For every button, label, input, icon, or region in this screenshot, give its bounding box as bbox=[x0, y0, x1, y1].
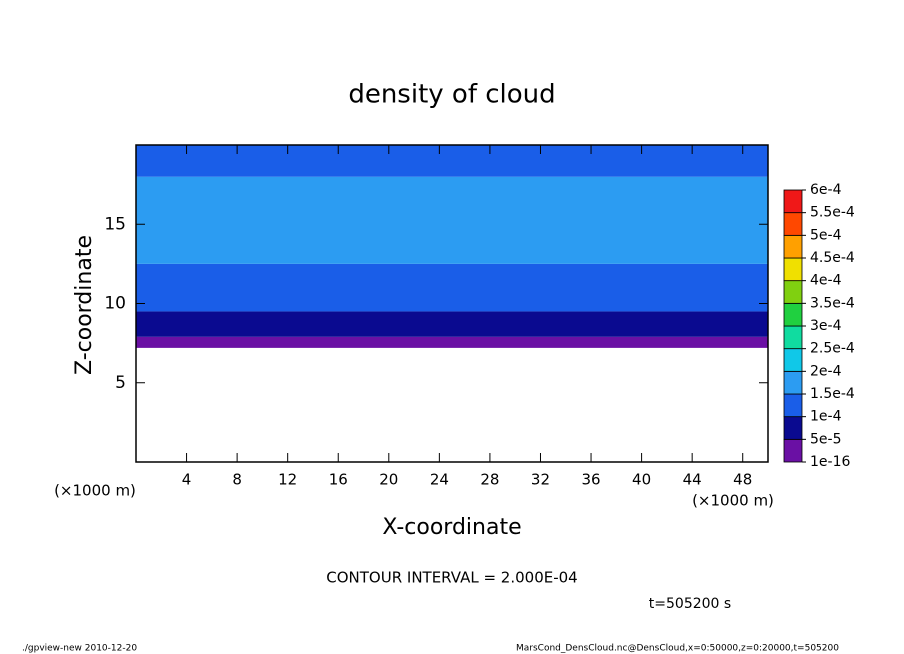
y-tick-label: 5 bbox=[115, 373, 126, 393]
colorbar-label: 4e-4 bbox=[810, 273, 842, 289]
colorbar-swatch bbox=[783, 257, 803, 282]
colorbar-swatch bbox=[783, 416, 803, 440]
x-tick-label: 32 bbox=[531, 471, 550, 489]
footer-left: ./gpview-new 2010-12-20 bbox=[22, 644, 137, 654]
x-tick-label: 28 bbox=[480, 471, 499, 489]
contour-band bbox=[136, 336, 768, 348]
x-tick-label: 8 bbox=[232, 471, 242, 489]
contour-band bbox=[136, 176, 768, 264]
colorbar-label: 6e-4 bbox=[810, 182, 842, 198]
x-tick-label: 4 bbox=[182, 471, 192, 489]
colorbar-label: 2e-4 bbox=[810, 363, 842, 379]
colorbar-swatch bbox=[783, 189, 803, 214]
contour-band bbox=[136, 311, 768, 337]
colorbar-swatch bbox=[783, 212, 803, 236]
contour-band bbox=[136, 145, 768, 177]
x-tick-label: 16 bbox=[329, 471, 348, 489]
footer-right: MarsCond_DensCloud.nc@DensCloud,x=0:5000… bbox=[516, 644, 839, 654]
x-tick-label: 20 bbox=[379, 471, 398, 489]
colorbar-label: 2.5e-4 bbox=[810, 341, 855, 357]
colorbar-label: 1.5e-4 bbox=[810, 386, 855, 402]
y-axis-unit: (×1000 m) bbox=[54, 482, 136, 500]
x-tick-label: 12 bbox=[278, 471, 297, 489]
x-tick-label: 40 bbox=[632, 471, 651, 489]
colorbar-swatch bbox=[783, 370, 803, 395]
x-axis-label: X-coordinate bbox=[382, 515, 521, 540]
colorbar-swatch bbox=[783, 234, 803, 259]
colorbar-swatch bbox=[783, 348, 803, 372]
y-tick-label: 10 bbox=[104, 294, 126, 314]
colorbar-swatch bbox=[783, 438, 803, 463]
time-label: t=505200 s bbox=[649, 596, 731, 612]
colorbar-label: 3.5e-4 bbox=[810, 295, 855, 311]
x-tick-label: 48 bbox=[733, 471, 752, 489]
colorbar-swatch bbox=[783, 393, 803, 418]
colorbar-label: 1e-4 bbox=[810, 409, 842, 425]
chart-title: density of cloud bbox=[348, 80, 555, 110]
colorbar-swatch bbox=[783, 325, 803, 350]
x-axis-unit: (×1000 m) bbox=[692, 492, 774, 510]
colorbar-label: 3e-4 bbox=[810, 318, 842, 334]
x-tick-label: 44 bbox=[683, 471, 702, 489]
colorbar-label: 1e-16 bbox=[810, 454, 850, 470]
contour-interval: CONTOUR INTERVAL = 2.000E-04 bbox=[326, 569, 577, 587]
colorbar-label: 5e-5 bbox=[810, 431, 841, 447]
x-tick-label: 24 bbox=[430, 471, 449, 489]
contour-band bbox=[136, 263, 768, 312]
colorbar-swatch bbox=[783, 302, 803, 327]
colorbar-label: 5.5e-4 bbox=[810, 205, 855, 221]
y-axis-label: Z-coordinate bbox=[72, 235, 97, 375]
colorbar-label: 5e-4 bbox=[810, 227, 842, 243]
colorbar-label: 4.5e-4 bbox=[810, 250, 855, 266]
y-tick-label: 15 bbox=[104, 214, 126, 234]
colorbar-swatch bbox=[783, 280, 803, 304]
x-tick-label: 36 bbox=[581, 471, 600, 489]
